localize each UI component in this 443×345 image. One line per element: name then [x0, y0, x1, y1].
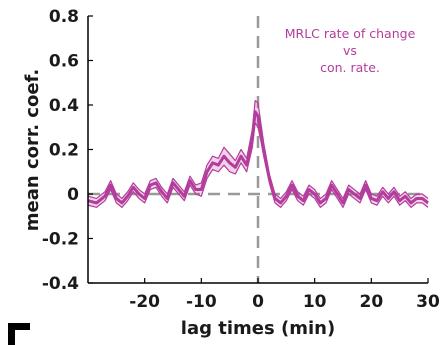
y-tick-label: 0.2 — [49, 141, 79, 161]
tick-marks — [88, 15, 429, 284]
y-tick-labels: -0.4 -0.2 0 0.2 0.4 0.6 0.8 — [42, 7, 79, 294]
confidence-band — [88, 100, 428, 208]
series-line-layer — [87, 99, 429, 208]
y-tick-label: 0.4 — [49, 96, 79, 116]
annotation-line: con. rate. — [320, 60, 380, 75]
upper-bound-line — [87, 99, 429, 200]
mean-series-line — [87, 110, 429, 205]
x-tick-label: 10 — [303, 292, 327, 312]
y-tick-label: 0.6 — [49, 52, 79, 72]
y-axis-label: mean corr. coef. — [22, 69, 43, 231]
annotation-line: vs — [343, 43, 357, 58]
y-tick-label: -0.2 — [42, 230, 79, 250]
corner-mark-horizontal — [8, 323, 30, 330]
x-tick-label: -10 — [186, 292, 217, 312]
x-axis-label: lag times (min) — [181, 318, 335, 339]
x-tick-label: 20 — [359, 292, 383, 312]
x-tick-label: 0 — [252, 292, 264, 312]
y-tick-label: 0 — [67, 185, 79, 205]
x-tick-label: 30 — [416, 292, 440, 312]
x-tick-label: -20 — [129, 292, 160, 312]
reference-lines — [88, 16, 428, 283]
confidence-band-layer — [88, 100, 428, 208]
x-tick-labels: -20 -10 0 10 20 30 — [129, 292, 440, 312]
y-tick-label: 0.8 — [49, 7, 79, 27]
annotation-line: MRLC rate of change — [285, 26, 416, 41]
annotation-text: MRLC rate of change vs con. rate. — [285, 26, 416, 75]
corner-mark-vertical — [8, 323, 15, 345]
y-tick-label: -0.4 — [42, 274, 79, 294]
lower-bound-line — [87, 122, 429, 208]
